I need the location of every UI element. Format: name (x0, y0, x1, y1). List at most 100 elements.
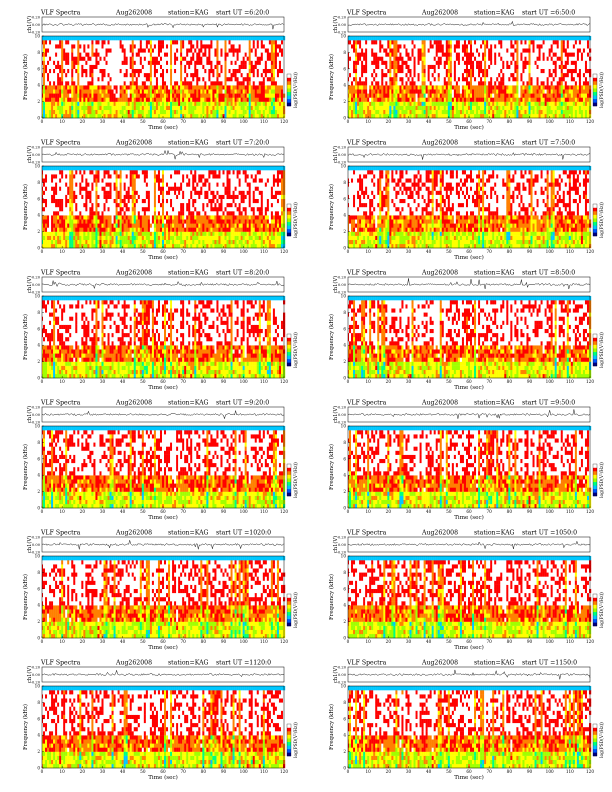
spectrogram-cell (55, 109, 58, 115)
spectrogram-cell (145, 89, 149, 94)
spectrogram-cell (407, 40, 410, 45)
spectrogram-cell (57, 93, 60, 98)
spectrogram-cell (470, 89, 473, 94)
spectrogram-cell (528, 109, 531, 115)
spectrogram-cell (172, 97, 175, 102)
spectrogram-cell (423, 105, 426, 110)
spectrogram-cell (164, 89, 167, 94)
spectrogram-cell (397, 97, 400, 102)
spectrogram-cell (121, 64, 124, 69)
spectrogram-cell (550, 89, 553, 94)
spectrogram-cell (556, 81, 559, 86)
spectrogram-cell (111, 64, 114, 69)
spectrogram-cell (536, 64, 539, 69)
spectrogram-cell (81, 60, 84, 65)
spectrogram-cell (405, 85, 408, 90)
spectrogram-cell (447, 105, 451, 110)
spectrogram-cell (149, 93, 153, 98)
spectrogram-cell (504, 77, 507, 82)
spectrogram-cell (494, 81, 497, 86)
spectrogram-cell (361, 97, 364, 102)
spectrogram-cell (580, 44, 584, 49)
spectrogram-cell (510, 56, 513, 61)
spectrogram-cell (568, 93, 572, 98)
spectrogram-cell (548, 36, 551, 41)
spectrogram-cell (139, 105, 143, 110)
spectrogram-cell (45, 52, 48, 57)
spectrogram-cell (411, 85, 414, 90)
frequency-tick-label: 10 (35, 34, 41, 39)
spectrogram-cell (482, 68, 485, 74)
spectrogram-cell (397, 105, 400, 110)
spectrogram-cell (369, 68, 372, 74)
spectrogram-cell (51, 36, 54, 41)
spectrogram-cell (542, 48, 545, 53)
spectrogram-cell (437, 44, 440, 49)
spectrogram-cell (67, 52, 70, 57)
spectrogram-cell (194, 105, 197, 110)
spectrogram-cell (540, 68, 543, 74)
spectrogram-cell (403, 68, 406, 74)
spectrogram-cell (433, 97, 436, 102)
spectrogram-cell (89, 97, 92, 102)
spectrogram-cell (133, 48, 136, 53)
spectrogram-cell (449, 101, 453, 106)
spectrogram-cell (89, 105, 92, 110)
spectrogram-cell (441, 40, 444, 45)
spectrogram-cell (476, 48, 479, 53)
spectrogram-cell (518, 60, 521, 65)
spectrogram-cell (377, 105, 380, 110)
spectrogram-cell (413, 113, 416, 119)
spectrogram-cell (480, 101, 483, 106)
spectrogram-cell (73, 77, 76, 82)
spectrogram-cell (258, 93, 262, 98)
spectrogram-cell (552, 68, 555, 74)
spectrogram-cell (127, 52, 130, 57)
spectrogram-cell (393, 44, 396, 49)
spectrogram-cell (95, 101, 98, 106)
spectrogram-cell (375, 56, 378, 61)
spectrogram-cell (135, 93, 138, 98)
colorbar-swatch (287, 98, 291, 103)
spectrogram-cell (47, 64, 50, 69)
spectrogram-cell (166, 113, 169, 119)
spectrogram-cell (363, 52, 366, 57)
spectrogram-cell (51, 77, 54, 82)
spectrogram-cell (198, 109, 201, 115)
spectrogram-cell (174, 81, 177, 86)
spectrogram-cell (349, 105, 352, 110)
spectrogram-cell (101, 93, 104, 98)
spectrogram-cell (254, 60, 257, 65)
spectrogram-cell (266, 52, 270, 57)
spectrogram-cell (512, 81, 515, 86)
spectrogram-cell (407, 89, 410, 94)
spectrogram-cell (435, 36, 438, 41)
spectrogram-cell (274, 97, 278, 102)
spectrogram-cell (105, 81, 108, 86)
spectrogram-cell (79, 85, 82, 90)
spectrogram-cell (270, 89, 274, 94)
spectrogram-cell (395, 56, 398, 61)
spectrogram-cell (77, 77, 80, 82)
spectrogram-cell (371, 40, 374, 45)
spectrogram-cell (415, 105, 418, 110)
spectrogram-cell (280, 85, 284, 90)
spectrogram-cell (389, 60, 392, 65)
spectrogram-cell (357, 48, 360, 53)
spectrogram-cell (97, 44, 100, 49)
spectrogram-cell (168, 44, 171, 49)
spectrogram-cell (63, 101, 66, 106)
spectrogram-cell (379, 72, 382, 78)
spectrogram-cell (528, 101, 531, 106)
spectrogram-cell (260, 44, 264, 49)
spectrogram-cell (161, 72, 165, 78)
spectrogram-cell (385, 77, 388, 82)
spectrogram-cell (405, 72, 408, 78)
spectrogram-cell (472, 68, 475, 74)
spectrogram-cell (504, 109, 507, 115)
spectrogram-cell (399, 60, 402, 65)
spectrogram-cell (240, 81, 243, 86)
spectrogram-cell (500, 72, 503, 78)
spectrogram-cell (61, 77, 64, 82)
spectrogram-cell (115, 113, 118, 119)
